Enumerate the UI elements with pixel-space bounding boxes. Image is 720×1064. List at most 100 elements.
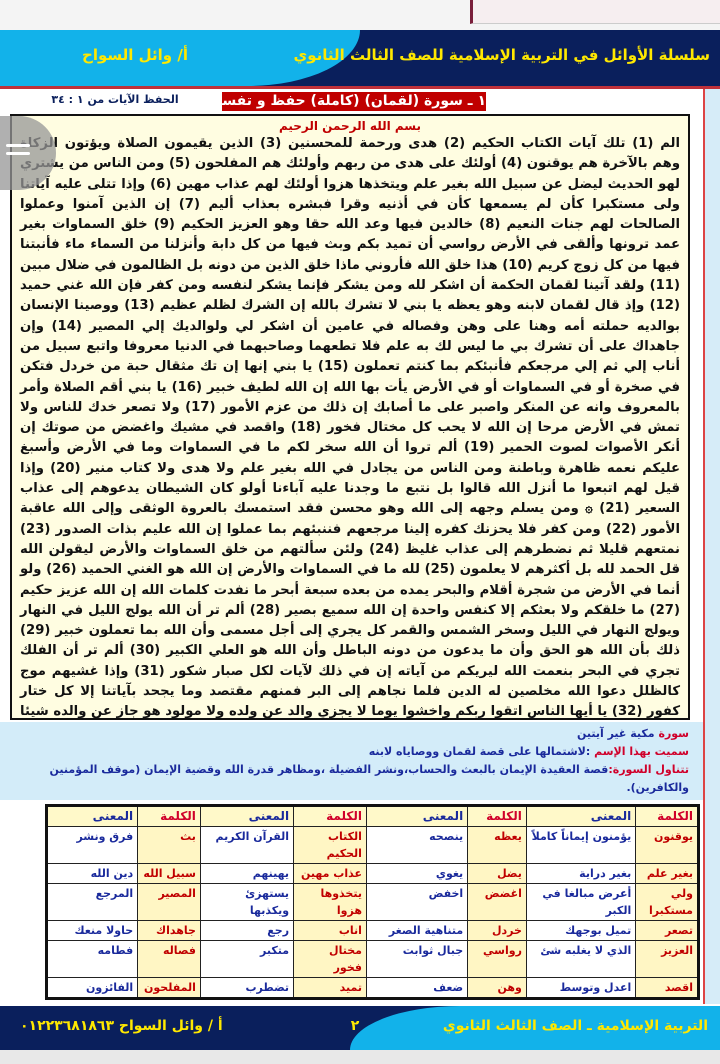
verse-number: (11) [644, 278, 680, 294]
verse-number: (8) [473, 217, 507, 233]
verse-number: (7) [170, 196, 209, 212]
verse: تلك آيات الكتاب الحكيم [471, 136, 626, 151]
table-row: يوقنون يؤمنون إيماناً كاملاً يعظه ينصحه الكت… [45, 826, 699, 864]
verse: وإذ قال لقمان لابنه وهو يعظه يا بني لا ت… [159, 298, 645, 314]
verse: ولقد آتينا لقمان الحكمة أن اشكر لله ومن … [20, 278, 645, 294]
verse-number: (4) [496, 156, 527, 172]
word-cell: تصعر [635, 920, 699, 941]
info-type: سورة مكية غير آيتين [576, 727, 689, 740]
verse: يا بني أقم الصلاة وأمر بالمعروف وانه عن … [20, 379, 680, 415]
header-word: الكلمة [635, 805, 699, 827]
verse: خلق السماوات بغير عمد ترونها وألقى في ال… [20, 217, 681, 273]
author-name: أ/ وائل السواح [82, 46, 188, 64]
meaning-cell: اخفض [365, 883, 469, 921]
meaning-cell: فطامه [45, 940, 139, 978]
meaning-cell: الفائزون [45, 977, 139, 999]
verse: ولا تصعر خدك للناس ولا تمش في الأرض مرحا… [20, 399, 680, 436]
header-cyan-shape [0, 30, 360, 86]
info-topics: تتناول السورة:قصة العقيدة الإيمان بالبعث… [49, 763, 689, 794]
word-cell: عذاب مهين [293, 863, 367, 884]
verse-number: (18) [284, 420, 328, 436]
verses: الم (1) تلك آيات الكتاب الحكيم (2) هدى و… [20, 134, 681, 720]
verse-number: (22) [600, 521, 642, 537]
verse: ومن كفر فلا يحزنك كفره إلينا مرجعهم فننب… [55, 521, 601, 537]
verse-number: (16) [166, 379, 208, 395]
basmala: بسم الله الرحمن الرحيم [278, 119, 422, 133]
meaning-cell: المرجع [45, 883, 139, 921]
meaning-cell: القرآن الكريم [199, 826, 295, 864]
word-cell: رواسي [467, 940, 527, 978]
word-cell: ولي مستكبرا [635, 883, 699, 921]
verse-number: (25) [419, 562, 460, 578]
table-row: تصعر تميل بوجهك خردل متناهية الصغر اناب رجع جا… [45, 920, 699, 941]
vocabulary-table: الكلمة المعنى الكلمة المعنى الكلمة المعنى الكل… [45, 804, 700, 1000]
word-cell: يعظه [467, 826, 527, 864]
verse: وإذا غشيهم موج كالظلل دعوا الله مخلصين ل… [20, 663, 681, 720]
meaning-cell: دين الله [45, 863, 139, 884]
verse: هذا خلق الله فأروني ماذا خلق الذين من دو… [20, 257, 498, 273]
meaning-cell: الذي لا يغلبه شئ [525, 940, 637, 978]
verse-number: (14) [43, 318, 90, 334]
verse-number: (12) [644, 298, 680, 314]
page-footer: التربية الإسلامية ـ الصف الثالث الثانوي … [0, 1006, 720, 1050]
meaning-cell: ينصحه [365, 826, 469, 864]
verse-number: (9) [147, 217, 182, 233]
meaning-cell: يغوي [365, 863, 469, 884]
word-cell: المصير [137, 883, 201, 921]
verse: ألم تر أن الفلك تجري في البحر بنعمت الله… [20, 643, 680, 679]
menu-icon [6, 144, 30, 147]
memorize-range: الحفظ الآيات من ١ : ٣٤ [51, 93, 179, 106]
menu-icon-line [6, 152, 30, 155]
lower-section: سورة مكية غير آيتين سميت بهذا الإسم :لاش… [0, 722, 703, 1004]
meaning-cell: يستهزئ ويكذبها [199, 883, 295, 921]
word-cell: يضل [467, 863, 527, 884]
verse-number: (10) [497, 257, 538, 273]
word-cell: بث [137, 826, 201, 864]
word-cell: العزيز [635, 940, 699, 978]
table-row: بغير علم بغير دراية يضل يغوي عذاب مهين يهينهم… [45, 863, 699, 884]
verse-number: (17) [179, 399, 221, 415]
verse-number: (15) [312, 359, 354, 375]
verse: واقصد في مشيك واغضض من صوتك إن أنكر الأص… [20, 420, 680, 456]
meaning-cell: ضعف [365, 977, 469, 999]
verse: وإذا تتلى عليه آياتنا ولى مستكبرا كأن لم… [20, 176, 680, 212]
verse: نمتعهم قليلا ثم نضطرهم إلى عذاب غليظ [405, 541, 681, 557]
surah-title: ١ ـ سورة (لقمان) (كاملة) حفظ و تفسير [208, 92, 486, 111]
verse: لله ما في السماوات والأرض إن الله هو الغ… [81, 562, 420, 578]
word-cell: اغضض [467, 883, 527, 921]
header-meaning: المعنى [525, 805, 637, 827]
series-title: سلسلة الأوائل في التربية الإسلامية للصف … [293, 46, 711, 64]
verse: يا بني إنها إن تك مثقال حبة من خردل فتكن… [20, 359, 681, 395]
word-cell: بغير علم [635, 863, 699, 884]
meaning-cell: فرق ونشر [45, 826, 139, 864]
verse: أولئك على هدى من ربهم وأولئك هم المفلحون [194, 156, 497, 172]
word-cell: فصاله [137, 940, 201, 978]
verse: هدى ورحمة للمحسنين [287, 136, 438, 151]
meaning-cell: يهينهم [199, 863, 295, 884]
footer-author: أ / وائل السواح ٠١٢٢٣٦٨١٨٦٣ [20, 1018, 223, 1034]
verse: ذلك بأن الله هو الحق وأن ما يدعون من دون… [166, 643, 680, 659]
word-cell: خردل [467, 920, 527, 941]
word-cell: الكتاب الحكيم [293, 826, 367, 864]
meaning-cell: متكبر [199, 940, 295, 978]
meaning-cell: يؤمنون إيماناً كاملاً [525, 826, 637, 864]
meaning-cell: بغير دراية [525, 863, 637, 884]
table-wrapper: الكلمة المعنى الكلمة المعنى الكلمة المعنى الكل… [0, 800, 703, 1000]
verse: ومن الناس من يشتري لهو الحديث ليضل عن سب… [20, 156, 680, 192]
verse-number: (2) [437, 136, 472, 151]
verse: إن الذين آمنوا وعملوا الصالحات لهم جنات … [20, 196, 680, 233]
header-meaning: المعنى [365, 805, 469, 827]
verse: ووصينا الإنسان بوالديه حملته أمه وهنا عل… [20, 298, 680, 334]
meaning-cell: متناهية الصغر [365, 920, 469, 941]
verse-number: (28) [244, 602, 286, 618]
page-number: ٢ [350, 1018, 360, 1034]
side-strip [703, 89, 720, 1004]
meaning-cell: رجع [199, 920, 295, 941]
divider [0, 86, 720, 89]
info-name: سميت بهذا الإسم :لاشتمالها على قصة لقمان… [368, 745, 689, 758]
verse: وإذا قيل لهم اتبعوا ما أنزل الله قالوا ب… [20, 460, 680, 517]
meaning-cell: تميل بوجهك [525, 920, 637, 941]
meaning-cell: جبال ثوابت [365, 940, 469, 978]
verse-number: (23) [20, 521, 56, 537]
header-word: الكلمة [137, 805, 201, 827]
